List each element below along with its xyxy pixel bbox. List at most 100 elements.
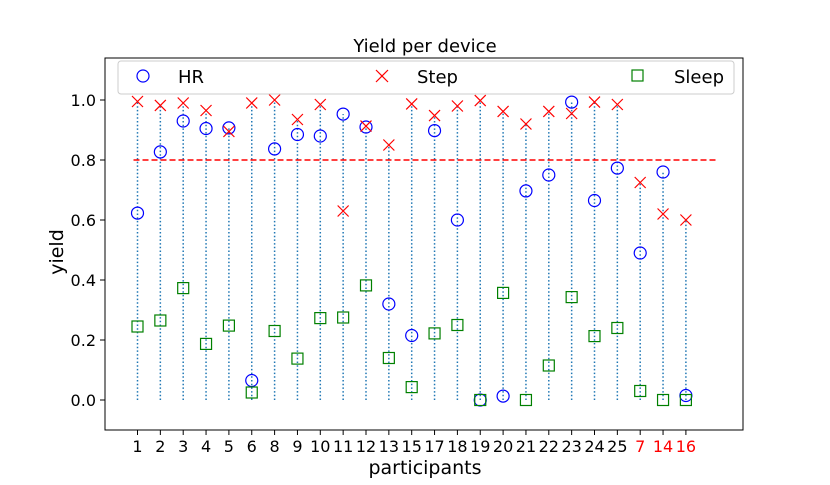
hr-point: [565, 95, 579, 109]
sleep-point: [245, 386, 258, 399]
sleep-point: [154, 314, 167, 327]
x-tick-label: 10: [310, 437, 330, 456]
hr-point: [587, 193, 602, 208]
x-tick-label: 23: [561, 437, 581, 456]
plot-frame: [104, 57, 744, 431]
step-point: [634, 176, 647, 189]
step-point: [679, 214, 692, 226]
hr-point: [199, 121, 213, 136]
sleep-point: [451, 318, 464, 332]
sleep-point: [542, 359, 555, 372]
legend-step-label: Step: [417, 67, 458, 88]
sleep-point: [131, 320, 144, 333]
x-tick-label: 16: [676, 437, 696, 456]
x-axis-label: participants: [368, 457, 481, 479]
hr-point: [359, 120, 373, 134]
sleep-point: [337, 311, 350, 324]
x-tick-label: 25: [607, 437, 627, 456]
sleep-point: [679, 393, 693, 407]
sleep-point: [474, 393, 487, 407]
sleep-point: [405, 381, 418, 394]
x-tick-label: 5: [224, 437, 234, 456]
sleep-point: [199, 337, 213, 350]
hr-point: [313, 129, 327, 143]
x-tick-label: 1: [132, 437, 142, 456]
step-point: [611, 98, 624, 111]
step-point: [542, 105, 555, 118]
step-point: [268, 94, 281, 106]
step-point: [565, 107, 578, 120]
sleep-point: [611, 321, 624, 335]
step-point: [200, 104, 212, 117]
sleep-point: [519, 393, 533, 407]
step-point: [451, 100, 464, 112]
x-tick-label: 24: [584, 437, 604, 456]
sleep-point: [588, 330, 601, 343]
x-tick-label: 17: [424, 437, 444, 456]
legend-sleep-label: Sleep: [674, 67, 724, 88]
x-tick-label: 4: [201, 437, 211, 456]
step-point: [222, 125, 235, 138]
x-tick-label: 3: [178, 437, 188, 456]
step-point: [291, 113, 304, 126]
sleep-point: [314, 312, 327, 325]
hr-point: [130, 206, 145, 220]
step-point: [337, 205, 350, 217]
sleep-point: [565, 291, 578, 304]
x-tick-label: 9: [292, 437, 302, 456]
step-point: [497, 105, 510, 118]
x-tick-label: 8: [270, 437, 280, 456]
hr-point: [450, 213, 464, 227]
y-tick-label: 0.0: [71, 391, 96, 410]
x-tick-label: 22: [539, 437, 559, 456]
hr-point: [268, 142, 282, 156]
sleep-point: [634, 384, 647, 398]
x-tick-label: 15: [402, 437, 422, 456]
step-point: [474, 94, 487, 107]
legend: HR Step Sleep: [117, 60, 735, 95]
step-point: [245, 97, 258, 109]
hr-point: [610, 161, 624, 175]
step-point: [382, 139, 395, 151]
x-tick-label: 7: [635, 437, 645, 456]
hr-point: [382, 297, 396, 311]
x-tick-label: 2: [155, 437, 165, 456]
hr-point: [290, 127, 305, 142]
sleep-point: [359, 279, 373, 292]
hr-point: [656, 165, 670, 179]
legend-box: [117, 60, 735, 95]
legend-hr-marker: [136, 69, 150, 83]
hr-point: [519, 184, 533, 198]
step-point: [405, 97, 418, 110]
x-tick-label: 12: [356, 437, 376, 456]
sleep-point: [382, 351, 395, 365]
x-tick-label: 13: [379, 437, 399, 456]
x-tick-label: 11: [333, 437, 353, 456]
step-point: [428, 109, 441, 122]
hr-point: [496, 389, 510, 403]
sleep-point: [222, 319, 235, 332]
y-tick-label: 0.4: [71, 271, 96, 290]
legend-sleep-marker: [631, 69, 644, 82]
y-axis-label: yield: [46, 229, 68, 275]
step-point: [314, 98, 327, 111]
plot-area: 0.00.20.40.60.81.01 2 3 4 5 6 8 9 10 11 12 13 15 17 18…: [71, 91, 718, 456]
hr-point: [427, 124, 442, 138]
step-point: [131, 95, 144, 108]
x-tick-label: 20: [493, 437, 513, 456]
sleep-point: [656, 393, 670, 407]
hr-point: [405, 328, 419, 343]
step-point: [520, 118, 532, 130]
y-tick-label: 0.2: [71, 331, 96, 350]
sleep-point: [291, 352, 304, 365]
hr-point: [176, 114, 190, 128]
x-tick-label: 21: [516, 437, 536, 456]
legend-hr-label: HR: [178, 67, 204, 88]
x-tick-label: 18: [447, 437, 467, 456]
step-point: [360, 120, 372, 133]
y-tick-label: 0.6: [71, 211, 96, 230]
hr-point: [153, 145, 167, 159]
step-point: [177, 97, 190, 109]
chart-title: Yield per device: [352, 36, 496, 57]
sleep-point: [268, 324, 281, 338]
